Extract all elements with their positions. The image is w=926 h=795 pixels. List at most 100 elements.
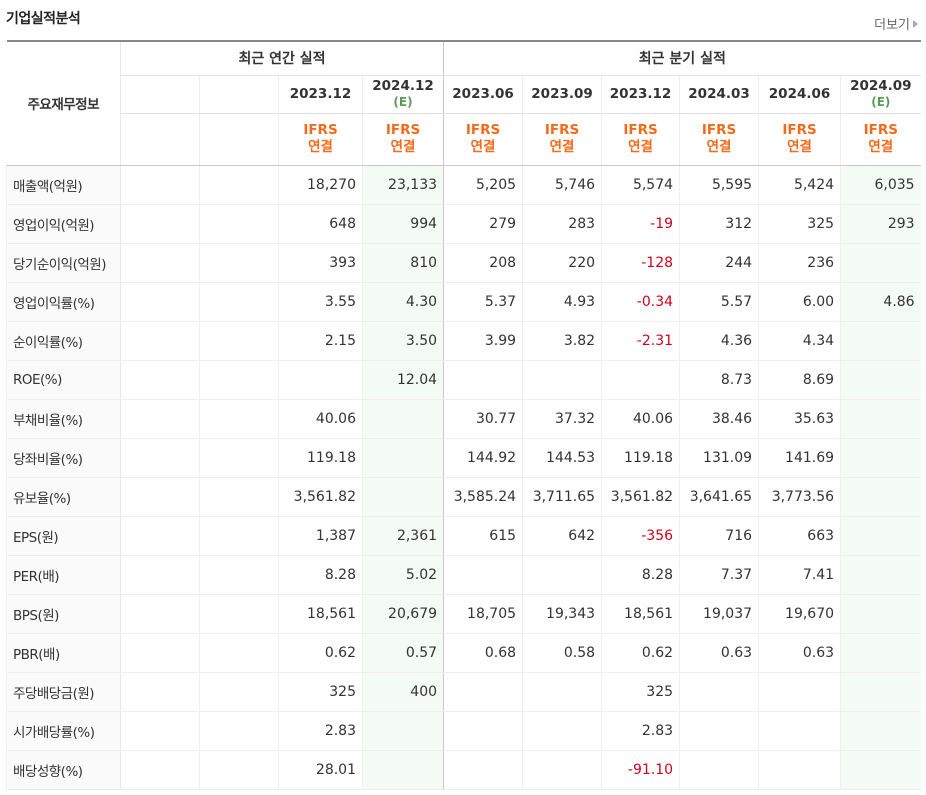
table-cell (443, 750, 523, 790)
period-date: 2023.12 (609, 86, 672, 102)
table-cell: 0.63 (758, 633, 841, 673)
period-header: 2023.12 (278, 75, 363, 114)
table-cell: 5.02 (361, 555, 444, 595)
table-cell: 7.37 (679, 555, 759, 595)
table-cell (120, 438, 200, 478)
period-date: 2024.12 (372, 78, 434, 94)
accounting-standard: IFRS 연결 (278, 113, 363, 166)
table-cell (120, 594, 200, 634)
table-cell: -19 (601, 204, 680, 244)
table-row: 시가배당률(%) 2.83 2.83 (6, 711, 921, 751)
section-title: 기업실적분석 (6, 11, 81, 27)
period-date: 2024.03 (688, 86, 750, 102)
quarter-header: 최근 분기 실적 (443, 41, 921, 76)
table-cell (278, 360, 363, 400)
period-header (199, 75, 279, 114)
table-cell (840, 750, 921, 790)
consolidated-label: 연결 (868, 139, 894, 155)
table-cell (120, 398, 200, 439)
table-cell: 293 (840, 204, 921, 244)
table-cell (120, 515, 200, 556)
accounting-standard (199, 113, 279, 166)
ifrs-label: IFRS (623, 122, 658, 138)
table-cell (120, 360, 200, 400)
table-cell (522, 750, 602, 790)
row-label: 당좌비율(%) (6, 438, 121, 478)
table-cell: 5,424 (758, 165, 841, 205)
table-cell: 279 (443, 204, 523, 244)
table-cell (199, 398, 279, 439)
table-cell (199, 243, 279, 283)
table-row: PER(배) 8.28 5.02 8.28 7.37 7.41 (6, 555, 921, 595)
row-label: PER(배) (6, 555, 121, 595)
table-cell: 144.92 (443, 438, 523, 478)
table-row: 영업이익(억원) 648 994 279 283 -19 312 325 293 (6, 204, 921, 244)
table-cell: 4.36 (679, 321, 759, 361)
period-header: 2024.06 (758, 75, 841, 114)
ifrs-label: IFRS (465, 122, 501, 138)
table-cell: 1,387 (278, 515, 363, 556)
table-cell (199, 633, 279, 673)
table-cell (120, 165, 200, 205)
table-row: 부채비율(%) 40.06 30.77 37.32 40.06 38.46 35.63 (6, 398, 921, 439)
table-cell (840, 555, 921, 595)
table-cell (443, 711, 523, 751)
table-cell: 8.73 (679, 360, 759, 400)
table-cell (840, 671, 921, 712)
ifrs-label: IFRS (303, 122, 338, 138)
more-link[interactable]: 더보기 (874, 14, 918, 33)
table-cell: 642 (522, 515, 602, 556)
table-cell: 5,595 (679, 165, 759, 205)
table-cell: 393 (278, 243, 363, 283)
table-cell: 3.82 (522, 321, 602, 361)
table-cell: 716 (679, 515, 759, 556)
table-cell: 30.77 (443, 398, 523, 439)
table-cell (120, 477, 200, 517)
period-header: 2023.09 (522, 75, 602, 114)
period-header: 2024.03 (679, 75, 759, 114)
table-row: ROE(%) 12.04 8.73 8.69 (6, 360, 921, 400)
ifrs-label: IFRS (782, 122, 817, 138)
table-cell: 28.01 (278, 750, 363, 790)
table-cell (199, 204, 279, 244)
table-cell (120, 281, 200, 322)
table-cell: 0.68 (443, 633, 523, 673)
ifrs-label: IFRS (701, 122, 737, 138)
table-cell: 3.55 (278, 281, 363, 322)
period-header: 2023.12 (601, 75, 680, 114)
table-cell: 2.83 (601, 711, 680, 751)
accounting-standard: IFRS 연결 (522, 113, 602, 166)
table-cell: 208 (443, 243, 523, 283)
table-cell (522, 711, 602, 751)
table-cell: 6,035 (840, 165, 921, 205)
consolidated-label: 연결 (549, 139, 575, 155)
table-cell (199, 477, 279, 517)
table-cell (120, 321, 200, 361)
table-cell: 2.83 (278, 711, 363, 751)
table-row: 당기순이익(억원) 393 810 208 220 -128 244 236 (6, 243, 921, 283)
row-label: EPS(원) (6, 515, 121, 556)
table-cell (758, 671, 841, 712)
table-cell: 3,561.82 (278, 477, 363, 517)
row-label: 순이익률(%) (6, 321, 121, 361)
consolidated-label: 연결 (628, 139, 653, 155)
table-cell (758, 711, 841, 751)
period-header: 2023.06 (443, 75, 523, 114)
table-cell (199, 321, 279, 361)
table-cell (522, 555, 602, 595)
table-cell (758, 750, 841, 790)
period-date: 2023.09 (531, 86, 593, 102)
period-date: 2024.06 (768, 86, 831, 102)
table-cell: 20,679 (361, 594, 444, 634)
table-cell: 325 (278, 671, 363, 712)
table-row: 매출액(억원) 18,270 23,133 5,205 5,746 5,574 5,595 5… (6, 165, 921, 205)
table-cell: 4.86 (840, 281, 921, 322)
table-cell (679, 711, 759, 751)
more-label[interactable]: 더보기 (874, 18, 910, 33)
table-cell: 144.53 (522, 438, 602, 478)
row-label: 매출액(억원) (6, 165, 121, 205)
table-cell: 220 (522, 243, 602, 283)
table-cell: 3,561.82 (601, 477, 680, 517)
table-cell (120, 204, 200, 244)
table-cell (199, 515, 279, 556)
